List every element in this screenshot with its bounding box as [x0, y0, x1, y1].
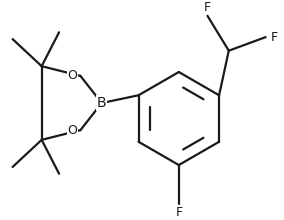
Text: O: O: [68, 124, 78, 137]
Text: F: F: [204, 1, 211, 14]
Text: B: B: [97, 96, 106, 110]
Text: F: F: [175, 206, 182, 219]
Text: O: O: [68, 69, 78, 82]
Text: F: F: [271, 31, 278, 44]
